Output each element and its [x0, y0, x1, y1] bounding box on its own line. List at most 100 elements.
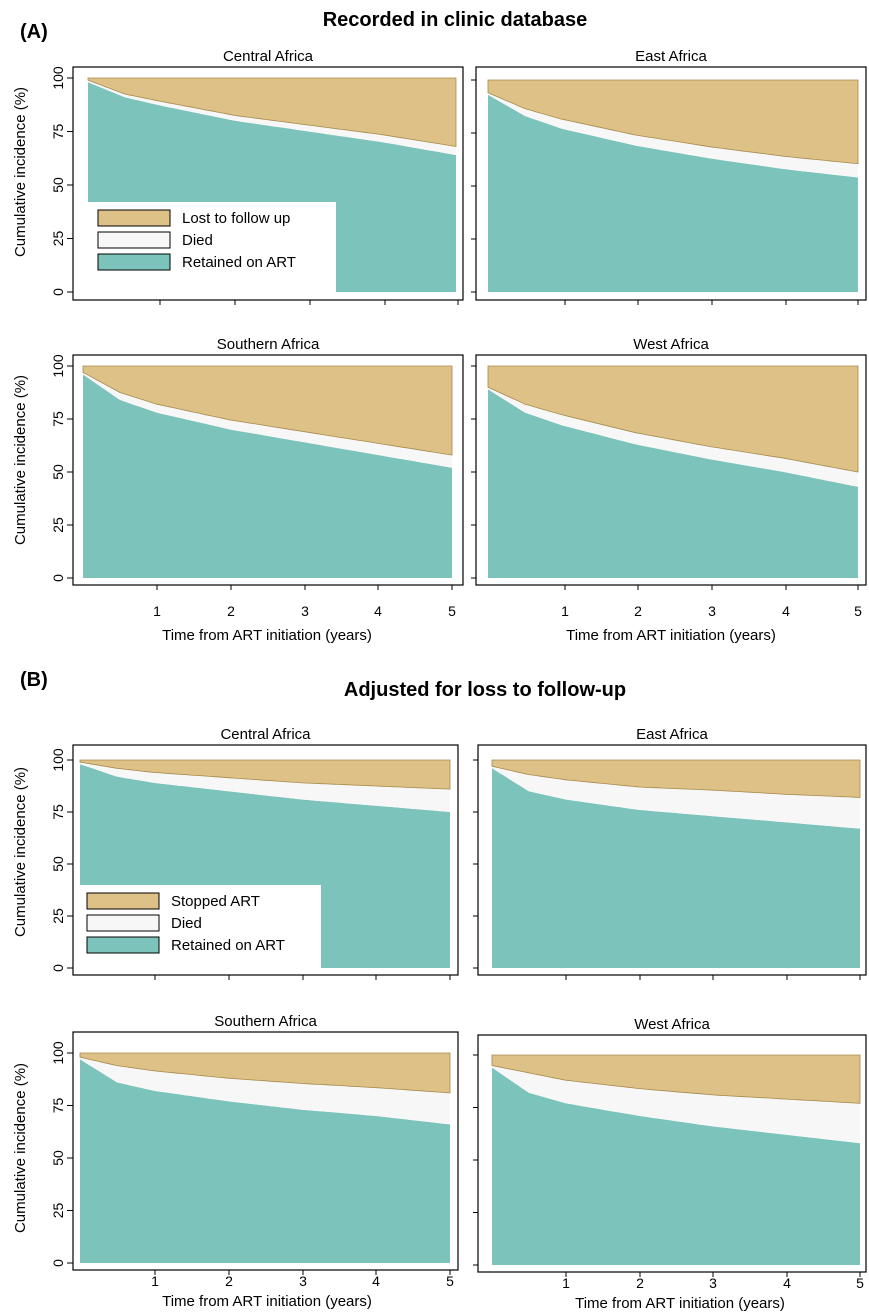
area-stopped-art: [491, 759, 861, 798]
y-axis-label-b1: Cumulative incidence (%): [12, 767, 29, 937]
area-retained-on-art: [492, 1067, 860, 1265]
legend-label: Retained on ART: [182, 254, 296, 271]
y-tick-label: 75: [50, 1098, 66, 1114]
chart-a-southern-africa: Southern Africa 0 25 50 75 100 1 2 3 4 5: [50, 336, 464, 619]
area-lost-to-follow-up: [82, 365, 453, 456]
x-axis-label-b-left: Time from ART initiation (years): [162, 1293, 372, 1310]
panel-frame: [477, 744, 867, 976]
area-died: [88, 80, 456, 155]
x-tick-label: 2: [636, 1275, 644, 1291]
y-tick-label: 0: [50, 1259, 66, 1267]
panel-frame: [475, 66, 867, 301]
x-tick-label: 3: [301, 603, 309, 619]
area-died: [488, 92, 858, 178]
subplot-title: West Africa: [634, 1016, 710, 1033]
y-tick-label: 50: [50, 1150, 66, 1166]
x-tick-label: 3: [299, 1273, 307, 1289]
y-tick-label: 0: [50, 964, 66, 972]
area-retained-on-art: [488, 389, 858, 578]
y-tick-label: 0: [50, 288, 66, 296]
subplot-title: East Africa: [636, 726, 708, 743]
x-tick-label: 5: [856, 1275, 864, 1291]
panel-frame: [72, 1031, 459, 1271]
y-tick-label: 25: [50, 908, 66, 924]
subplot-title: Southern Africa: [214, 1013, 317, 1030]
panel-frame: [72, 744, 459, 976]
area-died: [488, 387, 858, 487]
x-tick-label: 5: [448, 603, 456, 619]
x-tick-label: 4: [783, 1275, 791, 1291]
x-tick-label: 1: [153, 603, 161, 619]
y-axis-label-a2: Cumulative incidence (%): [12, 375, 29, 545]
y-tick-label: 100: [50, 1041, 66, 1065]
area-stopped-art: [491, 1054, 861, 1104]
subplot-title: West Africa: [633, 336, 709, 353]
y-tick-label: 100: [50, 66, 66, 90]
legend-label: Lost to follow up: [182, 210, 290, 227]
chart-a-west-africa: West Africa 1 2 3 4 5: [471, 336, 867, 619]
x-axis-label-b-right: Time from ART initiation (years): [575, 1295, 785, 1312]
y-tick-label: 50: [50, 177, 66, 193]
legend-label: Died: [171, 915, 202, 932]
x-tick-label: 5: [854, 603, 862, 619]
area-died: [80, 762, 450, 812]
y-tick-label: 100: [50, 354, 66, 378]
x-tick-label: 2: [225, 1273, 233, 1289]
area-lost-to-follow-up: [487, 365, 859, 473]
panel-frame: [72, 354, 464, 586]
area-stopped-art: [79, 1052, 451, 1094]
legend-swatch: [86, 892, 160, 910]
area-lost-to-follow-up: [487, 79, 859, 165]
legend-label: Died: [182, 232, 213, 249]
legend-label: Retained on ART: [171, 937, 285, 954]
x-tick-label: 3: [708, 603, 716, 619]
y-tick-label: 75: [50, 804, 66, 820]
x-tick-label: 1: [561, 603, 569, 619]
y-tick-label: 50: [50, 856, 66, 872]
y-tick-label: 75: [50, 124, 66, 140]
y-tick-label: 50: [50, 464, 66, 480]
x-axis-label-a-right: Time from ART initiation (years): [566, 627, 776, 644]
area-stopped-art: [79, 759, 451, 790]
chart-a-east-africa: East Africa: [471, 48, 867, 305]
subplot-title: East Africa: [635, 48, 707, 65]
y-axis-label-b2: Cumulative incidence (%): [12, 1063, 29, 1233]
panel-a-tag: (A): [20, 21, 48, 43]
x-tick-label: 4: [372, 1273, 380, 1289]
legend-swatch: [97, 209, 171, 227]
area-died: [492, 1065, 860, 1144]
subplot-title: Central Africa: [223, 48, 314, 65]
x-tick-label: 5: [446, 1273, 454, 1289]
chart-b-southern-africa: Southern Africa 0 25 50 75 100 1 2 3 4 5: [50, 1013, 459, 1289]
y-tick-label: 100: [50, 748, 66, 772]
x-axis-label-a-left: Time from ART initiation (years): [162, 627, 372, 644]
area-retained-on-art: [80, 1059, 450, 1263]
subplot-title: Southern Africa: [217, 336, 320, 353]
area-retained-on-art: [83, 374, 452, 578]
area-retained-on-art: [492, 768, 860, 968]
x-tick-label: 4: [374, 603, 382, 619]
subplot-title: Central Africa: [220, 726, 311, 743]
legend-panel-a: Lost to follow up Died Retained on ART: [88, 202, 336, 292]
chart-b-west-africa: West Africa 1 2 3 4 5: [473, 1016, 867, 1291]
panel-frame: [475, 354, 867, 586]
x-tick-label: 2: [227, 603, 235, 619]
x-tick-label: 4: [782, 603, 790, 619]
y-tick-label: 0: [50, 574, 66, 582]
chart-b-east-africa: East Africa: [473, 726, 867, 980]
panel-b-tag: (B): [20, 669, 48, 691]
legend-swatch: [86, 914, 160, 932]
y-tick-label: 25: [50, 231, 66, 247]
x-tick-label: 3: [709, 1275, 717, 1291]
area-retained-on-art: [488, 94, 858, 292]
area-died: [83, 372, 452, 468]
y-tick-label: 25: [50, 517, 66, 533]
panel-frame: [72, 66, 464, 301]
panel-frame: [477, 1034, 867, 1273]
x-tick-label: 2: [634, 603, 642, 619]
legend-swatch: [97, 253, 171, 271]
area-lost-to-follow-up: [87, 77, 457, 147]
y-tick-label: 25: [50, 1203, 66, 1219]
